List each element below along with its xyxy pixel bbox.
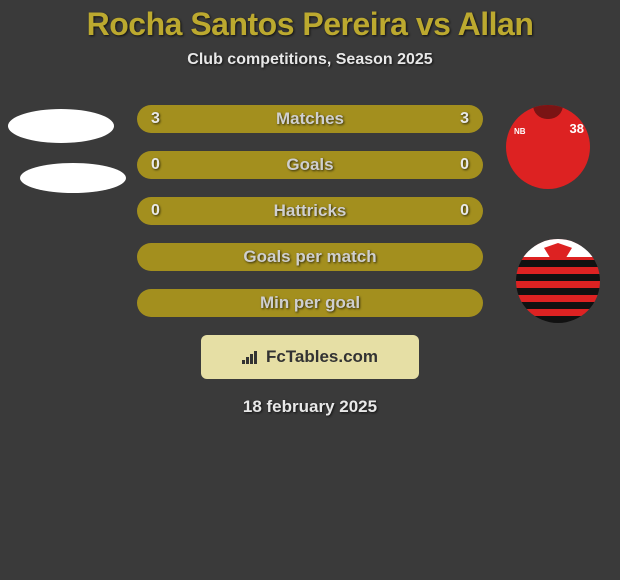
stat-value-right: 3 [460,110,469,128]
player1-avatar-secondary [20,163,126,193]
player2-club-crest [516,239,600,323]
stat-label: Goals per match [137,247,483,267]
bar-chart-icon [242,350,260,364]
date-label: 18 february 2025 [0,397,620,417]
player1-avatar-primary [8,109,114,143]
jersey-number: 38 [570,121,584,136]
stat-value-right: 0 [460,156,469,174]
stat-value-left: 3 [151,110,160,128]
stat-bar: Goals0 0 [137,151,483,179]
jersey-icon: NB 38 [506,105,590,189]
player2-avatar-primary: NB 38 [506,105,590,189]
comparison-subtitle: Club competitions, Season 2025 [0,51,620,69]
comparison-stage: NB 38 Matches33Goals00Hattricks00Goals p… [0,105,620,417]
stat-label: Goals [137,155,483,175]
club-crest-icon [516,239,600,323]
brand-mark-icon: NB [514,127,530,137]
stat-bar: Matches3 3 [137,105,483,133]
comparison-title: Rocha Santos Pereira vs Allan [0,0,620,43]
stat-value-left: 0 [151,156,160,174]
stat-value-right: 0 [460,202,469,220]
stat-bar: Min per goal [137,289,483,317]
stat-label: Hattricks [137,201,483,221]
stat-bar: Hattricks0 0 [137,197,483,225]
stat-bars: Matches33Goals00Hattricks00Goals per mat… [137,105,483,317]
brand-badge: FcTables.com [201,335,419,379]
stat-bar: Goals per match [137,243,483,271]
brand-text: FcTables.com [266,347,378,367]
stat-value-left: 0 [151,202,160,220]
stat-label: Matches [137,109,483,129]
stat-label: Min per goal [137,293,483,313]
